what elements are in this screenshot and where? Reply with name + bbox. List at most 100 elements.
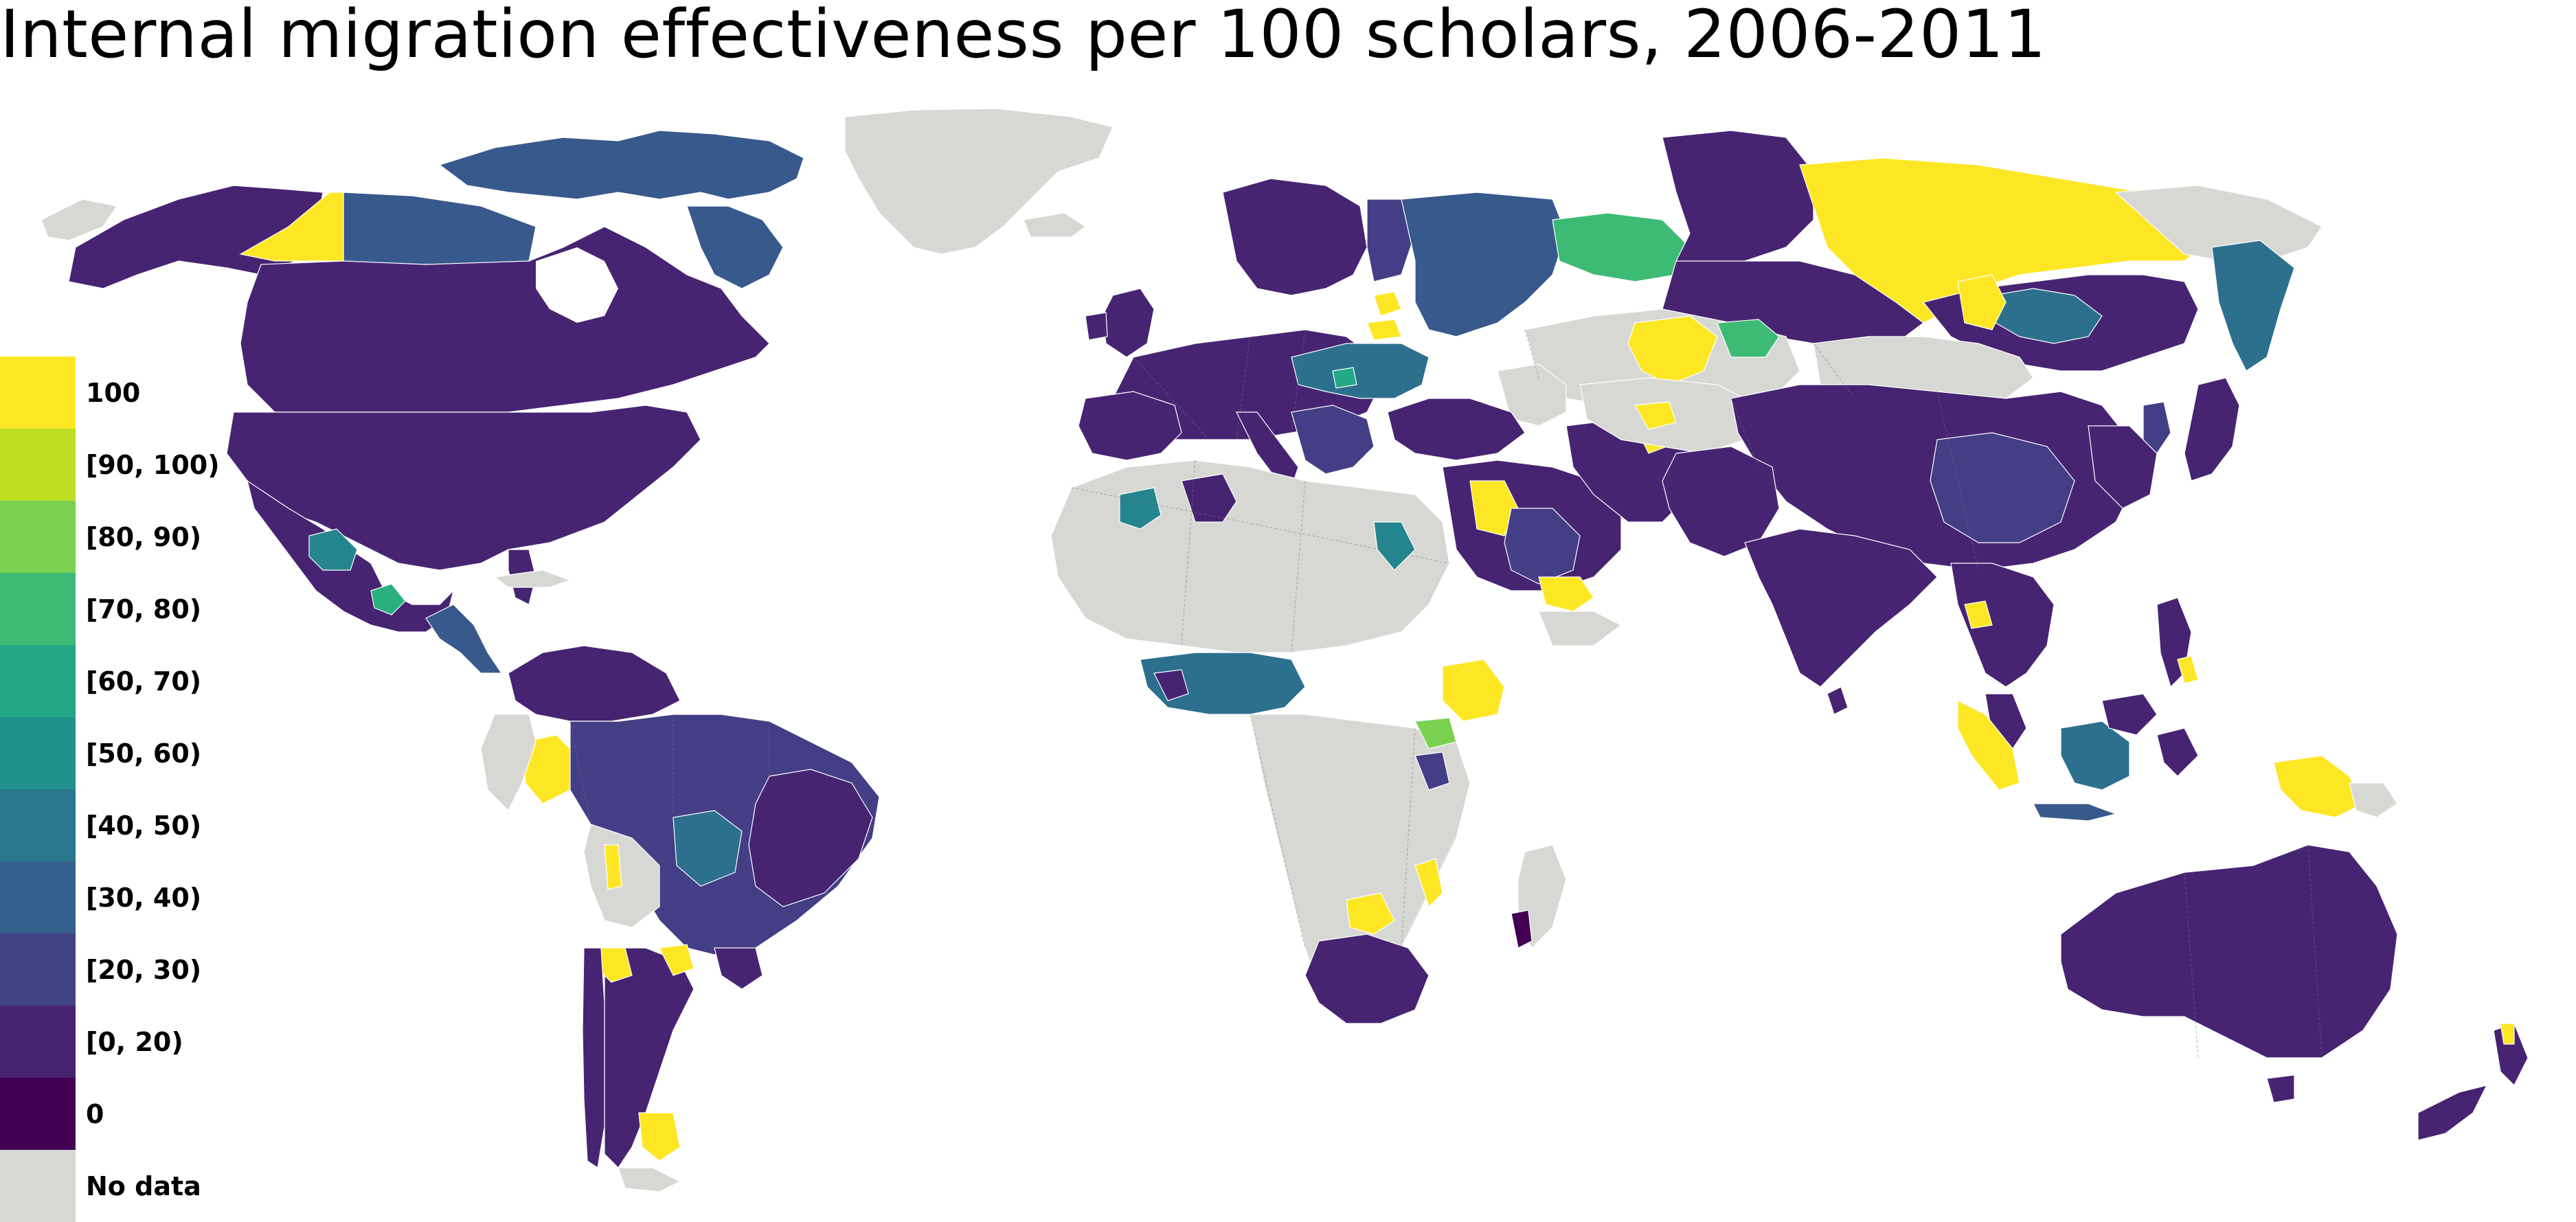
region-patagonia-yellow <box>638 1112 681 1162</box>
region-far-east-grey <box>2114 185 2323 262</box>
map-svg <box>41 108 2529 1192</box>
legend-swatch <box>0 934 76 1006</box>
region-russia-purple <box>1662 130 1814 269</box>
region-java <box>2033 803 2118 822</box>
region-sakhalin-yellow <box>1957 274 2007 330</box>
region-east-africa-yellow <box>1442 659 1505 722</box>
region-china-east <box>2088 425 2158 509</box>
region-kazakhstan-yellow <box>1627 315 1718 385</box>
region-europe-green <box>1332 367 1357 389</box>
region-nz-north-yellow <box>2500 1023 2515 1045</box>
legend-label: [20, 30) <box>86 954 202 985</box>
region-east-africa-blue <box>1414 751 1450 791</box>
legend-swatch <box>0 645 76 717</box>
region-sumatra-yellow <box>1957 700 2020 791</box>
legend-swatch <box>0 1006 76 1078</box>
region-madagascar-purple <box>1511 909 1533 949</box>
region-pakistan-afghanistan <box>1662 446 1780 557</box>
region-balkans <box>1291 405 1375 475</box>
region-hudson-bay <box>536 247 618 323</box>
legend-label: [50, 60) <box>86 738 202 769</box>
legend-swatch <box>0 789 76 861</box>
legend-label: 0 <box>86 1098 104 1129</box>
region-bolivia-yellow <box>604 844 622 890</box>
region-borneo-teal <box>2060 721 2130 791</box>
region-ecuador <box>480 714 536 812</box>
legend-swatch <box>0 501 76 573</box>
region-cuba <box>493 569 572 588</box>
region-turkey <box>1387 398 1526 461</box>
region-mozambique-yellow <box>1414 858 1443 908</box>
region-bolivia <box>583 824 660 928</box>
legend-item-50-60: [50, 60) <box>0 717 289 789</box>
region-kazakhstan-green <box>1717 319 1780 358</box>
region-korea <box>2143 401 2171 454</box>
region-iberia <box>1078 391 1182 461</box>
region-italy <box>1236 411 1299 488</box>
region-paraguay-yellow <box>659 944 694 976</box>
region-philippines-yellow <box>2177 655 2199 684</box>
region-baltic-yellow <box>1373 291 1402 317</box>
region-indochina-yellow <box>1964 600 1993 629</box>
region-alaska-west <box>41 199 117 241</box>
legend-label: [0, 20) <box>86 1026 183 1057</box>
legend-item-60-70: [60, 70) <box>0 645 289 717</box>
region-greenland <box>844 108 1114 255</box>
region-arabia-yellow-2 <box>1538 576 1594 612</box>
region-canada-arctic <box>438 130 804 200</box>
legend-swatch <box>0 861 76 934</box>
legend-label: No data <box>86 1170 201 1201</box>
legend-item-100: 100 <box>0 357 289 429</box>
region-morocco-teal <box>1119 487 1162 530</box>
region-central-asia-yellow <box>1634 401 1677 430</box>
legend-item-30-40: [30, 40) <box>0 861 289 934</box>
legend-swatch <box>0 1078 76 1150</box>
region-scandinavia <box>1222 178 1368 296</box>
region-far-east-teal <box>2211 240 2295 372</box>
legend-item-40-50: [40, 50) <box>0 789 289 861</box>
map-title: Internal migration effectiveness per 100… <box>0 0 2046 73</box>
region-uruguay <box>714 947 763 990</box>
legend-swatch <box>0 357 76 429</box>
world-choropleth-map <box>0 89 2576 1202</box>
region-central-america <box>425 604 503 674</box>
region-eastern-europe <box>1291 343 1430 399</box>
legend-item-0-20: [0, 20) <box>0 1006 289 1078</box>
region-west-africa-purple <box>1153 669 1189 701</box>
region-colombia-venezuela <box>508 645 681 722</box>
legend-label: [70, 80) <box>86 593 202 624</box>
region-tasmania <box>2266 1074 2295 1103</box>
region-china-blue <box>1930 432 2075 543</box>
legend-item-20-30: [20, 30) <box>0 934 289 1006</box>
region-southern-africa-yellow <box>1346 892 1395 935</box>
region-algeria-blue <box>1181 473 1237 523</box>
region-brazil-teal <box>673 810 743 887</box>
legend-item-70-80: [70, 80) <box>0 573 289 645</box>
region-mexico-teal-2 <box>370 583 406 615</box>
region-west-africa <box>1140 652 1306 715</box>
legend-label: [80, 90) <box>86 521 202 552</box>
region-ireland <box>1085 312 1108 341</box>
region-japan <box>2184 377 2240 482</box>
legend-label: [40, 50) <box>86 810 202 841</box>
region-tierra-del-fuego <box>618 1167 681 1192</box>
map-borders <box>569 329 2323 1059</box>
region-egypt-teal <box>1373 521 1416 571</box>
region-india <box>1744 528 1938 688</box>
legend-item-90-100: [90, 100) <box>0 429 289 501</box>
legend-swatch <box>0 1150 76 1222</box>
map-legend: 100 [90, 100) [80, 90) [70, 80) [60, 70)… <box>0 357 289 1222</box>
legend-label: [30, 40) <box>86 882 202 913</box>
region-nwt <box>343 192 536 265</box>
region-chile <box>582 947 605 1169</box>
legend-label: [90, 100) <box>86 449 220 480</box>
region-east-africa-green <box>1414 717 1457 749</box>
region-russia-west <box>1401 192 1567 337</box>
region-brazil-east <box>748 769 873 907</box>
region-australia <box>2060 844 2398 1059</box>
legend-item-80-90: [80, 90) <box>0 501 289 573</box>
region-europe-yellow <box>1366 319 1402 341</box>
region-sulawesi <box>2156 727 2199 777</box>
region-mongolia-border-teal <box>1991 288 2103 344</box>
region-new-guinea-grey <box>2349 782 2398 818</box>
